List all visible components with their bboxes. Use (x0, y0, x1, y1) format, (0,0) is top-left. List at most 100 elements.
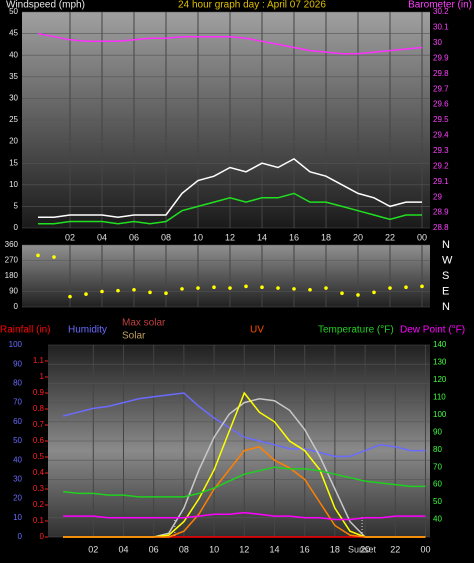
y2-tick-label: 80 (433, 445, 442, 454)
point (340, 291, 344, 296)
x-tick-label: 10 (193, 232, 203, 242)
x-tick-label: 12 (239, 544, 249, 554)
point (132, 287, 136, 292)
x-tick-label: 00 (417, 232, 427, 242)
point (228, 286, 232, 290)
y2-tick-label: 28.9 (433, 208, 449, 217)
y-tick-label: 0 (14, 302, 19, 311)
point (196, 286, 200, 290)
y2-tick-label: E (442, 285, 449, 297)
y-tick-label: 360 (5, 240, 19, 249)
rain-tick-label: 0.6 (33, 436, 45, 445)
x-tick-label: 22 (390, 544, 400, 554)
y2-tick-label: 70 (433, 462, 442, 471)
point (308, 287, 312, 292)
y-axis-label: Windspeed (mph) (6, 0, 85, 11)
y2-tick-label: S (442, 270, 449, 282)
y-tick-label: 50 (9, 7, 18, 16)
point (244, 284, 248, 289)
legend-label: Humidity (68, 325, 107, 336)
x-tick-label: 02 (88, 544, 98, 554)
y-tick-label: 90 (9, 287, 18, 296)
series-line (38, 158, 422, 218)
y-tick-label: 90 (13, 359, 22, 368)
x-tick-label: 08 (161, 232, 171, 242)
y-tick-label: 0 (14, 223, 19, 232)
y2-tick-label: 29.3 (433, 146, 449, 155)
x-tick-label: 02 (65, 232, 75, 242)
point (276, 286, 280, 290)
series-line (63, 511, 426, 521)
point (292, 287, 296, 291)
rain-tick-label: 0.2 (33, 500, 45, 509)
y-tick-label: 25 (9, 115, 18, 124)
point (372, 290, 376, 295)
y-tick-label: 50 (13, 436, 22, 445)
x-tick-label: 06 (129, 232, 139, 242)
y-tick-label: 0 (18, 532, 23, 541)
rain-tick-label: 0 (40, 532, 45, 541)
y2-tick-label: 120 (433, 375, 447, 384)
y-tick-label: 10 (13, 513, 22, 522)
rain-tick-label: 0.3 (33, 484, 45, 493)
y-tick-label: 15 (9, 158, 18, 167)
point (420, 284, 424, 289)
point (116, 288, 120, 293)
chart-title: 24 hour graph day : April 07 2026 (178, 0, 326, 11)
y2-tick-label: 40 (433, 515, 442, 524)
y-tick-label: 70 (13, 398, 22, 407)
y2-axis-label: Barometer (in) (408, 0, 472, 11)
y2-tick-label: N (442, 301, 450, 313)
x-tick-label: 08 (179, 544, 189, 554)
point (164, 291, 168, 296)
y2-tick-label: 29.2 (433, 161, 449, 170)
x-tick-label: 20 (360, 544, 370, 554)
series-line (63, 466, 426, 498)
y2-tick-label: N (442, 239, 450, 251)
y-tick-label: 100 (9, 340, 23, 349)
y-tick-label: 60 (13, 417, 22, 426)
y-tick-label: 40 (13, 455, 22, 464)
y2-tick-label: 140 (433, 340, 447, 349)
y-tick-label: 180 (5, 271, 19, 280)
y2-tick-label: 29.8 (433, 69, 449, 78)
x-tick-label: 18 (330, 544, 340, 554)
annotation: Sunset (348, 544, 377, 554)
y2-tick-label: 29.5 (433, 115, 449, 124)
x-tick-label: 00 (420, 544, 430, 554)
point (52, 255, 56, 259)
y2-tick-label: W (442, 254, 453, 266)
y-tick-label: 10 (9, 180, 18, 189)
point (180, 287, 184, 291)
y2-tick-label: 30 (433, 38, 442, 47)
y-tick-label: 5 (14, 202, 19, 211)
point (68, 294, 72, 299)
y2-tick-label: 130 (433, 358, 447, 367)
rain-tick-label: 0.5 (33, 452, 45, 461)
point (356, 293, 360, 297)
x-tick-label: 20 (353, 232, 363, 242)
series-line (37, 32, 423, 55)
x-tick-label: 16 (289, 232, 299, 242)
y-tick-label: 40 (9, 50, 18, 59)
y2-tick-label: 29 (433, 192, 442, 201)
legend-label: Dew Point (°F) (400, 325, 465, 336)
rain-tick-label: 0.4 (33, 468, 45, 477)
point (100, 289, 104, 294)
rain-tick-label: 0.1 (33, 516, 45, 525)
y-tick-label: 270 (5, 256, 19, 265)
y2-tick-label: 29.4 (433, 131, 449, 140)
y-tick-label: 30 (9, 94, 18, 103)
rain-tick-label: 1.1 (33, 356, 45, 365)
x-tick-label: 04 (118, 544, 128, 554)
y2-tick-label: 29.1 (433, 177, 449, 186)
y2-tick-label: 100 (433, 410, 447, 419)
series-line (38, 192, 422, 225)
legend-label: Rainfall (in) (0, 325, 51, 336)
x-tick-label: 18 (321, 232, 331, 242)
y2-tick-label: 29.7 (433, 84, 449, 93)
y-tick-label: 45 (9, 29, 18, 38)
y-tick-label: 35 (9, 72, 18, 81)
y-tick-label: 80 (13, 379, 22, 388)
